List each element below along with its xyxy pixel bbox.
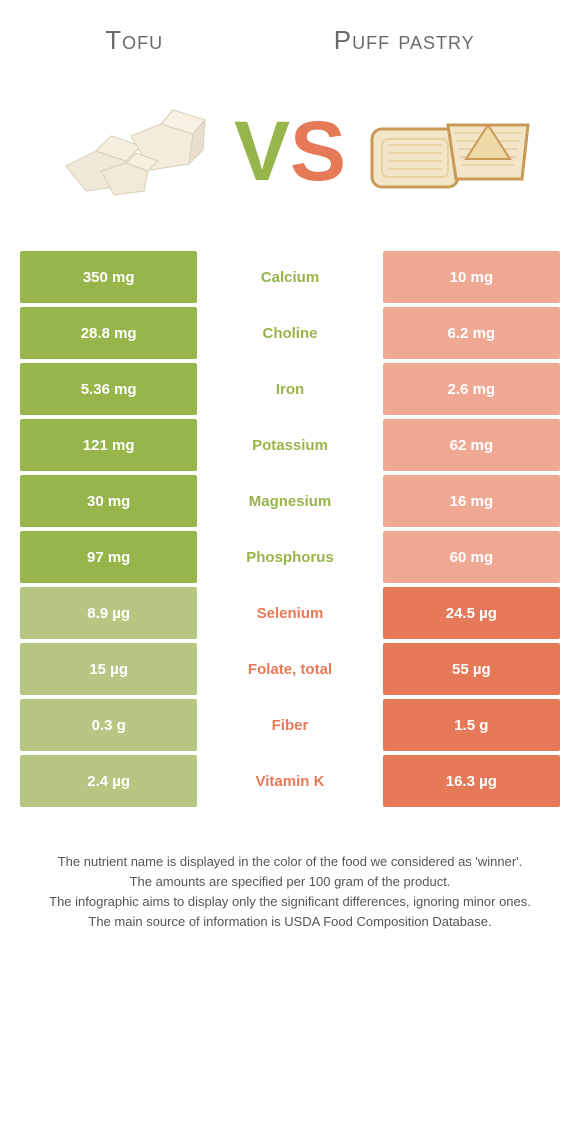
nutrient-label: Phosphorus (201, 531, 378, 583)
right-value: 6.2 mg (383, 307, 560, 359)
left-value: 0.3 g (20, 699, 197, 751)
nutrient-label: Fiber (201, 699, 378, 751)
table-row: 8.9 µgSelenium24.5 µg (20, 587, 560, 639)
left-value: 15 µg (20, 643, 197, 695)
left-value: 121 mg (20, 419, 197, 471)
right-value: 24.5 µg (383, 587, 560, 639)
footnote-line: The infographic aims to display only the… (30, 892, 550, 912)
header: Tofu Puff pastry (0, 0, 580, 71)
food-left-title: Tofu (105, 25, 163, 56)
footnote-line: The nutrient name is displayed in the co… (30, 852, 550, 872)
right-value: 1.5 g (383, 699, 560, 751)
nutrient-label: Iron (201, 363, 378, 415)
nutrient-label: Vitamin K (201, 755, 378, 807)
table-row: 15 µgFolate, total55 µg (20, 643, 560, 695)
food-right-image (364, 91, 534, 211)
right-value: 16.3 µg (383, 755, 560, 807)
table-row: 121 mgPotassium62 mg (20, 419, 560, 471)
nutrient-label: Magnesium (201, 475, 378, 527)
table-row: 30 mgMagnesium16 mg (20, 475, 560, 527)
table-row: 5.36 mgIron2.6 mg (20, 363, 560, 415)
table-row: 28.8 mgCholine6.2 mg (20, 307, 560, 359)
footnote-line: The amounts are specified per 100 gram o… (30, 872, 550, 892)
vs-v: V (234, 109, 290, 193)
left-value: 2.4 µg (20, 755, 197, 807)
comparison-table: 350 mgCalcium10 mg28.8 mgCholine6.2 mg5.… (20, 251, 560, 807)
left-value: 30 mg (20, 475, 197, 527)
nutrient-label: Folate, total (201, 643, 378, 695)
right-value: 62 mg (383, 419, 560, 471)
right-value: 2.6 mg (383, 363, 560, 415)
left-value: 5.36 mg (20, 363, 197, 415)
nutrient-label: Selenium (201, 587, 378, 639)
table-row: 0.3 gFiber1.5 g (20, 699, 560, 751)
footnotes: The nutrient name is displayed in the co… (0, 807, 580, 973)
nutrient-label: Potassium (201, 419, 378, 471)
vs-s: S (290, 109, 346, 193)
left-value: 97 mg (20, 531, 197, 583)
nutrient-label: Choline (201, 307, 378, 359)
food-right-title: Puff pastry (334, 25, 475, 56)
nutrient-label: Calcium (201, 251, 378, 303)
table-row: 97 mgPhosphorus60 mg (20, 531, 560, 583)
hero-row: V S (0, 71, 580, 251)
table-row: 350 mgCalcium10 mg (20, 251, 560, 303)
footnote-line: The main source of information is USDA F… (30, 912, 550, 932)
table-row: 2.4 µgVitamin K16.3 µg (20, 755, 560, 807)
left-value: 8.9 µg (20, 587, 197, 639)
right-value: 55 µg (383, 643, 560, 695)
right-value: 10 mg (383, 251, 560, 303)
left-value: 28.8 mg (20, 307, 197, 359)
vs-label: V S (234, 109, 346, 193)
left-value: 350 mg (20, 251, 197, 303)
right-value: 16 mg (383, 475, 560, 527)
food-left-image (46, 91, 216, 211)
right-value: 60 mg (383, 531, 560, 583)
